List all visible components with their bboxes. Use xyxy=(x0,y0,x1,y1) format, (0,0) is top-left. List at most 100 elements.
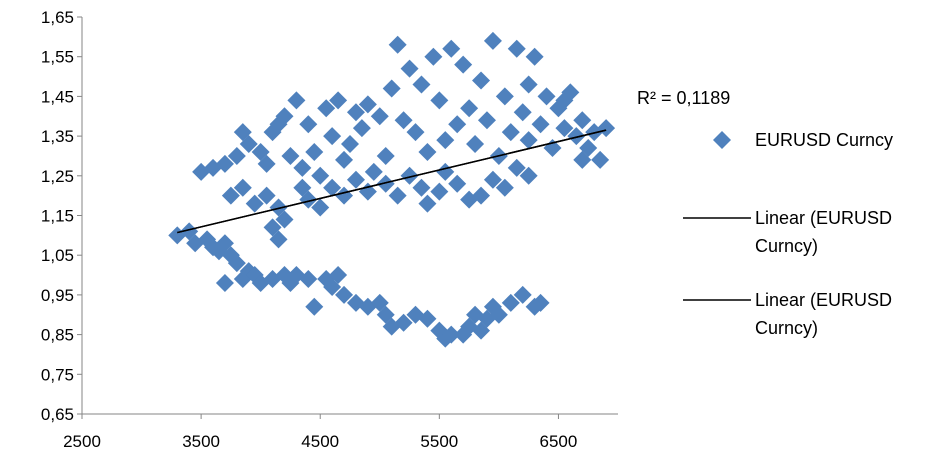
data-point xyxy=(501,293,520,312)
x-tick-label: 4500 xyxy=(301,432,339,451)
data-point xyxy=(358,95,377,114)
y-tick-label: 1,05 xyxy=(41,246,74,265)
data-point xyxy=(495,178,514,197)
legend-marker-diamond xyxy=(713,131,731,149)
y-tick-label: 1,45 xyxy=(41,87,74,106)
data-point xyxy=(436,131,455,150)
data-point xyxy=(430,91,449,110)
data-point xyxy=(483,170,502,189)
data-point xyxy=(388,35,407,54)
trendline xyxy=(177,129,607,234)
data-point xyxy=(495,87,514,106)
data-point xyxy=(412,75,431,94)
data-point xyxy=(573,111,592,130)
data-point xyxy=(418,309,437,328)
data-point xyxy=(275,107,294,126)
data-point xyxy=(555,119,574,138)
legend-label: Linear (EURUSD xyxy=(755,208,892,228)
data-point xyxy=(519,131,538,150)
y-tick-label: 0,95 xyxy=(41,286,74,305)
data-point xyxy=(245,266,264,285)
data-point xyxy=(305,142,324,161)
x-tick-label: 2500 xyxy=(63,432,101,451)
data-point xyxy=(305,297,324,316)
data-point xyxy=(507,39,526,58)
data-point xyxy=(287,91,306,110)
data-point xyxy=(448,115,467,134)
y-tick-label: 1,25 xyxy=(41,167,74,186)
data-point xyxy=(442,39,461,58)
y-tick-label: 1,15 xyxy=(41,207,74,226)
data-point xyxy=(418,142,437,161)
data-point xyxy=(394,111,413,130)
data-point xyxy=(412,178,431,197)
data-point xyxy=(400,166,419,185)
data-point xyxy=(263,123,282,142)
data-point xyxy=(472,186,491,205)
data-point xyxy=(299,115,318,134)
data-point xyxy=(567,127,586,146)
data-point xyxy=(233,178,252,197)
legend-label: Curncy) xyxy=(755,318,818,338)
data-point xyxy=(341,135,359,154)
data-point xyxy=(531,293,550,312)
data-point xyxy=(293,158,312,177)
data-point xyxy=(323,178,342,197)
data-point xyxy=(472,71,491,90)
data-point xyxy=(299,270,318,289)
legend-label: Linear (EURUSD xyxy=(755,290,892,310)
data-point xyxy=(227,146,246,165)
data-point xyxy=(364,162,383,181)
data-point xyxy=(346,103,365,122)
trendlines xyxy=(177,129,607,234)
data-point xyxy=(573,150,592,169)
data-point xyxy=(257,186,276,205)
axes: 0,65 0,75 0,85 0,95 1,05 1,15 1,25 1,35 1,45 1,55… xyxy=(41,8,618,451)
data-point xyxy=(483,31,502,50)
data-point xyxy=(329,266,348,285)
y-tick-label: 1,35 xyxy=(41,127,74,146)
data-point xyxy=(352,119,371,138)
legend: R² = 0,1189 EURUSD Curncy Linear (EURUSD C… xyxy=(637,88,893,338)
data-point xyxy=(501,123,520,142)
data-point xyxy=(400,59,419,78)
data-point xyxy=(525,47,544,66)
data-point xyxy=(513,285,532,304)
data-point xyxy=(507,158,526,177)
y-tick-label: 1,65 xyxy=(41,8,74,27)
data-point xyxy=(346,170,365,189)
data-point xyxy=(311,166,330,185)
data-point xyxy=(221,186,240,205)
data-point xyxy=(424,47,443,66)
data-point xyxy=(239,135,258,154)
data-point xyxy=(281,146,300,165)
x-tick-label: 3500 xyxy=(182,432,220,451)
legend-label: Curncy) xyxy=(755,236,818,256)
x-tick-label: 5500 xyxy=(420,432,458,451)
data-point xyxy=(317,99,336,118)
data-point xyxy=(370,107,389,126)
data-point xyxy=(394,313,413,332)
data-point xyxy=(215,154,234,173)
y-tick-label: 1,55 xyxy=(41,48,74,67)
data-point xyxy=(299,190,318,209)
legend-label: EURUSD Curncy xyxy=(755,130,893,150)
y-tick-label: 0,85 xyxy=(41,326,74,345)
data-point xyxy=(591,150,610,169)
data-point xyxy=(513,103,532,122)
data-point xyxy=(489,305,508,324)
data-point xyxy=(406,123,425,142)
data-point xyxy=(376,174,395,193)
data-point xyxy=(335,285,354,304)
data-point xyxy=(221,246,240,265)
data-point xyxy=(358,182,377,201)
data-point xyxy=(257,154,276,173)
x-tick-label: 6500 xyxy=(540,432,578,451)
data-point xyxy=(329,91,348,110)
data-point xyxy=(442,325,461,344)
data-point xyxy=(477,111,496,130)
data-point xyxy=(418,194,437,213)
data-point xyxy=(555,91,574,110)
